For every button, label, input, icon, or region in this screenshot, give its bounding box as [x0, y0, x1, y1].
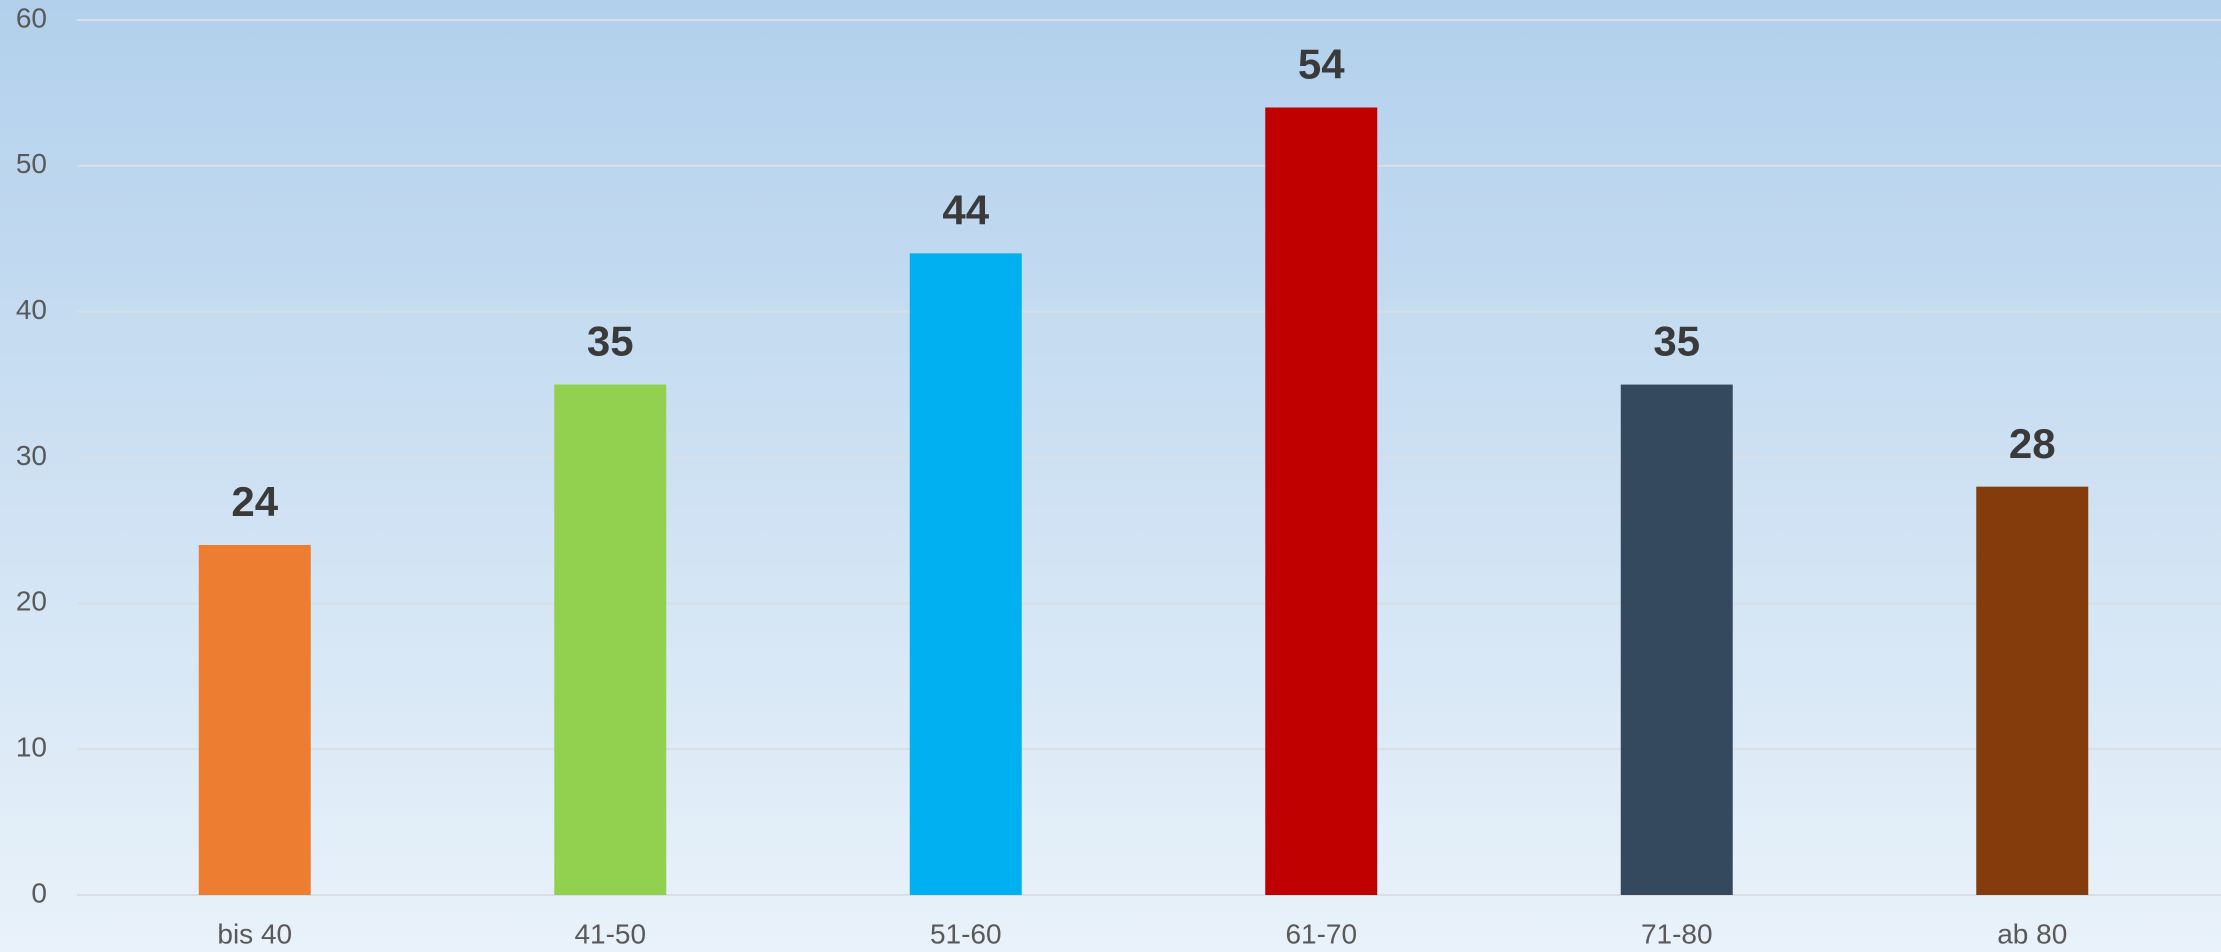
data-label: 44: [942, 186, 989, 233]
data-label: 24: [231, 478, 278, 525]
bar: [909, 253, 1022, 896]
y-tick-label: 0: [31, 877, 47, 908]
y-tick-label: 10: [16, 732, 47, 763]
x-tick-label: 71-80: [1641, 918, 1713, 949]
y-tick-label: 30: [16, 440, 47, 471]
x-tick-label: 51-60: [930, 918, 1002, 949]
x-tick-label: bis 40: [217, 918, 292, 949]
y-tick-label: 40: [16, 294, 47, 325]
bar: [1976, 486, 2089, 895]
data-label: 54: [1298, 41, 1345, 88]
data-label: 35: [587, 318, 634, 365]
x-tick-label: 41-50: [574, 918, 646, 949]
bar: [1620, 384, 1733, 895]
data-label: 28: [2009, 420, 2056, 467]
x-tick-label: ab 80: [1997, 918, 2067, 949]
data-label: 35: [1653, 318, 1700, 365]
bar: [198, 545, 311, 895]
bar: [554, 384, 667, 895]
y-tick-label: 50: [16, 148, 47, 179]
y-tick-label: 60: [16, 2, 47, 33]
y-tick-label: 20: [16, 586, 47, 617]
x-tick-label: 61-70: [1285, 918, 1357, 949]
bar: [1265, 107, 1378, 895]
